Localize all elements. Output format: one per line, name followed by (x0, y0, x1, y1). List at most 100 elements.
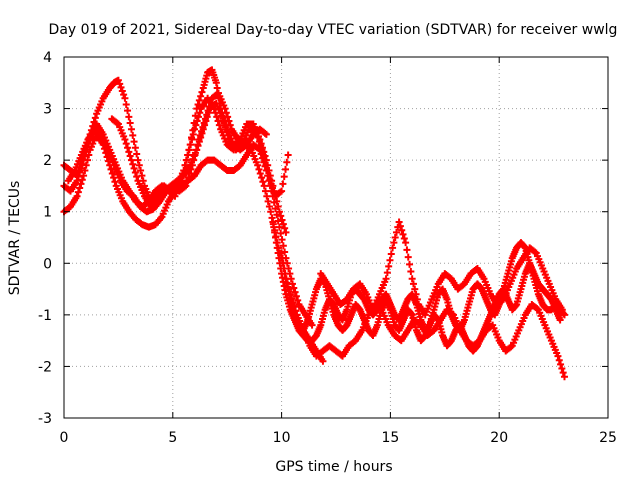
data-point (267, 180, 275, 188)
data-point (215, 121, 223, 129)
data-point (121, 94, 129, 102)
y-tick-label: -2 (38, 359, 52, 375)
series-track-3 (60, 130, 316, 329)
data-point (262, 130, 270, 138)
data-point (80, 172, 88, 180)
data-point (108, 170, 116, 178)
data-point (251, 125, 259, 133)
data-point (290, 303, 298, 311)
data-point (224, 113, 232, 121)
data-point (263, 166, 271, 174)
data-point (224, 131, 232, 139)
data-point (382, 275, 390, 283)
data-point (256, 170, 264, 178)
data-point (263, 192, 271, 200)
data-point (558, 364, 566, 372)
data-point (213, 113, 221, 121)
data-point (221, 105, 229, 113)
data-point (277, 212, 285, 220)
data-point (193, 146, 201, 154)
data-point (270, 198, 278, 206)
y-tick-label: -3 (38, 411, 52, 427)
data-point (291, 288, 299, 296)
data-point (124, 107, 132, 115)
data-point (407, 268, 415, 276)
data-point (390, 239, 398, 247)
y-tick-label: -1 (38, 308, 52, 324)
data-point (292, 307, 300, 315)
data-point (282, 228, 290, 236)
data-point (403, 246, 411, 254)
data-point (284, 151, 292, 159)
data-point (85, 151, 93, 159)
data-point (294, 296, 302, 304)
data-point (125, 148, 133, 156)
data-point (121, 136, 129, 144)
data-point (138, 172, 146, 180)
y-tick-label: 0 (43, 256, 52, 272)
data-point (507, 343, 515, 351)
data-point (195, 138, 203, 146)
data-point (413, 295, 421, 303)
data-point (266, 176, 274, 184)
data-point (289, 298, 297, 306)
data-point (282, 165, 290, 173)
data-point (191, 125, 199, 133)
data-point (255, 165, 263, 173)
data-point (253, 129, 261, 137)
data-point (261, 187, 269, 195)
data-point (96, 129, 104, 137)
data-point (278, 216, 286, 224)
data-point (196, 109, 204, 117)
data-point (133, 150, 141, 158)
data-point (556, 316, 564, 324)
data-point (199, 125, 207, 133)
data-point (185, 146, 193, 154)
data-point (111, 178, 119, 186)
data-point (498, 296, 506, 304)
data-point (127, 156, 135, 164)
data-point (272, 205, 280, 213)
data-point (127, 125, 135, 133)
data-point (279, 180, 287, 188)
data-point (184, 174, 192, 182)
data-point (225, 117, 233, 125)
data-point (559, 369, 567, 377)
data-point (554, 352, 562, 360)
data-point (129, 131, 137, 139)
data-point (261, 156, 269, 164)
series-track-5 (108, 99, 292, 211)
series-track-9 (317, 218, 566, 319)
x-axis-label: GPS time / hours (275, 459, 392, 475)
y-tick-label: 1 (43, 205, 52, 221)
data-point (387, 250, 395, 258)
data-point (73, 192, 81, 200)
data-point (201, 121, 209, 129)
data-point (189, 130, 197, 138)
data-points (60, 66, 568, 381)
data-point (202, 117, 210, 125)
data-point (129, 160, 137, 168)
data-point (192, 121, 200, 129)
data-point (274, 217, 282, 225)
data-point (135, 161, 143, 169)
data-point (288, 294, 296, 302)
data-point (122, 100, 130, 108)
data-point (120, 91, 128, 99)
data-point (383, 269, 391, 277)
data-point (402, 239, 410, 247)
data-point (130, 164, 138, 172)
data-point (193, 117, 201, 125)
data-point (184, 151, 192, 159)
x-tick-label: 10 (273, 430, 291, 446)
data-point (203, 113, 211, 121)
data-point (255, 138, 263, 146)
data-point (278, 187, 286, 195)
data-point (265, 172, 273, 180)
data-point (220, 119, 228, 127)
data-point (81, 166, 89, 174)
data-point (126, 152, 134, 160)
data-point (197, 92, 205, 100)
data-point (77, 164, 85, 172)
data-point (214, 117, 222, 125)
